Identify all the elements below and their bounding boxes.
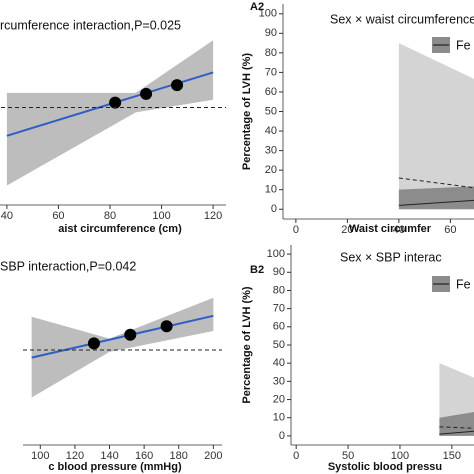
y-tick-label: 50 (265, 105, 277, 117)
y-axis-label: Percentage of LVH (%) (241, 53, 253, 170)
y-tick-label: 10 (273, 412, 285, 424)
y-tick-label: 10 (265, 184, 277, 196)
plot-area (439, 363, 474, 436)
x-tick-label: 180 (170, 450, 188, 462)
y-tick-label: 0 (279, 430, 285, 442)
point (160, 320, 173, 333)
probability-line (398, 177, 474, 189)
probability-line (439, 426, 474, 429)
x-tick-label: 20 (341, 224, 353, 236)
confidence-band (398, 186, 474, 210)
x-tick-label: 100 (31, 450, 49, 462)
y-tick-label: 30 (265, 144, 277, 156)
x-tick-label: 60 (52, 210, 64, 222)
y-tick-label: 60 (273, 321, 285, 333)
y-tick-label: 70 (265, 66, 277, 78)
y-tick-label: 30 (273, 375, 285, 387)
chart-title: rcumference interaction,P=0.025 (0, 18, 181, 32)
legend-label: Fe (456, 277, 471, 291)
y-tick-label: 40 (273, 357, 285, 369)
y-axis-label: Percentage of LVH (%) (241, 286, 253, 403)
x-tick-label: 120 (204, 210, 222, 222)
x-tick-label: 150 (443, 450, 461, 462)
point (87, 337, 100, 350)
x-tick-label: 160 (135, 450, 153, 462)
x-tick-label: 200 (204, 450, 222, 462)
x-tick-label: 0 (293, 450, 299, 462)
y-tick-label: 90 (273, 266, 285, 278)
confidence-band (6, 40, 214, 186)
y-tick-label: 80 (265, 47, 277, 59)
point (109, 96, 122, 109)
x-tick-label: 80 (104, 210, 116, 222)
point (124, 328, 137, 341)
y-tick-label: 20 (265, 164, 277, 176)
x-tick-label: 50 (342, 450, 354, 462)
y-tick-label: 100 (267, 248, 285, 260)
x-tick-label: 40 (393, 224, 405, 236)
point (140, 87, 153, 100)
x-tick-label: 0 (293, 224, 299, 236)
y-tick-label: 70 (273, 303, 285, 315)
fit-line (31, 314, 214, 359)
point (171, 79, 184, 92)
chart-title: Sex × SBP interac (340, 250, 442, 264)
panel-label: A2 (250, 1, 264, 13)
x-axis-label: Systolic blood pressu (328, 461, 442, 473)
confidence-band (398, 43, 474, 210)
y-tick-label: 50 (273, 339, 285, 351)
y-tick-label: 0 (271, 203, 277, 215)
y-tick-label: 20 (273, 393, 285, 405)
plot-area (31, 297, 214, 398)
y-tick-label: 100 (259, 8, 277, 20)
x-tick-label: 100 (152, 210, 170, 222)
x-tick-label: 120 (66, 450, 84, 462)
y-tick-label: 60 (265, 86, 277, 98)
legend-label: Fe (456, 38, 471, 52)
plot-area (6, 40, 214, 186)
x-axis-label: aist circumference (cm) (58, 223, 182, 235)
x-tick-label: 140 (100, 450, 118, 462)
y-tick-label: 40 (265, 125, 277, 137)
x-axis-label: c blood pressure (mmHg) (48, 461, 182, 473)
probability-line (439, 430, 474, 435)
y-tick-label: 90 (265, 27, 277, 39)
x-tick-label: 40 (1, 210, 13, 222)
x-tick-label: 100 (391, 450, 409, 462)
x-axis-label: Waist circumfer (349, 223, 432, 235)
x-tick-label: 60 (444, 224, 456, 236)
y-tick-label: 80 (273, 284, 285, 296)
plot-area (398, 43, 474, 210)
chart-title: Sex × waist circumference (330, 12, 474, 26)
panel-label: B2 (250, 264, 264, 276)
confidence-band (439, 411, 474, 436)
chart-title: SBP interaction,P=0.042 (0, 259, 136, 273)
